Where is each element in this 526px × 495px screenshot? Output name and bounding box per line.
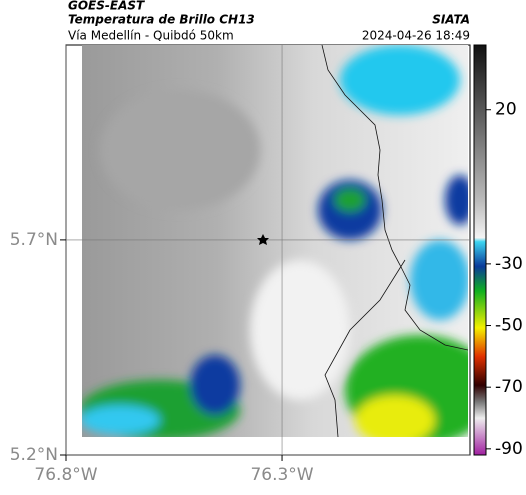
lat-tick-label: 5.2°N bbox=[10, 445, 58, 465]
lon-tick-label: 76.3°W bbox=[250, 465, 313, 485]
colorbar-tick-label: -70 bbox=[495, 377, 523, 397]
lat-tick-label: 5.7°N bbox=[10, 230, 58, 250]
colorbar-tick-label: -50 bbox=[495, 316, 523, 336]
satellite-image bbox=[82, 45, 468, 437]
datetime: 2024-04-26 18:49 bbox=[362, 29, 470, 43]
source: SIATA bbox=[432, 13, 470, 27]
colorbar bbox=[473, 44, 487, 456]
route: Vía Medellín - Quibdó 50km bbox=[68, 29, 234, 43]
colorbar-tick-label: -30 bbox=[495, 254, 523, 274]
subtitle: Temperatura de Brillo CH13 bbox=[68, 13, 255, 27]
lon-tick-label: 76.8°W bbox=[34, 465, 97, 485]
graticule bbox=[65, 45, 470, 456]
title: GOES-EAST bbox=[68, 0, 145, 13]
colorbar-tick-label: -90 bbox=[495, 439, 523, 459]
location-marker bbox=[257, 234, 269, 245]
colorbar-tick-label: 20 bbox=[495, 100, 517, 120]
